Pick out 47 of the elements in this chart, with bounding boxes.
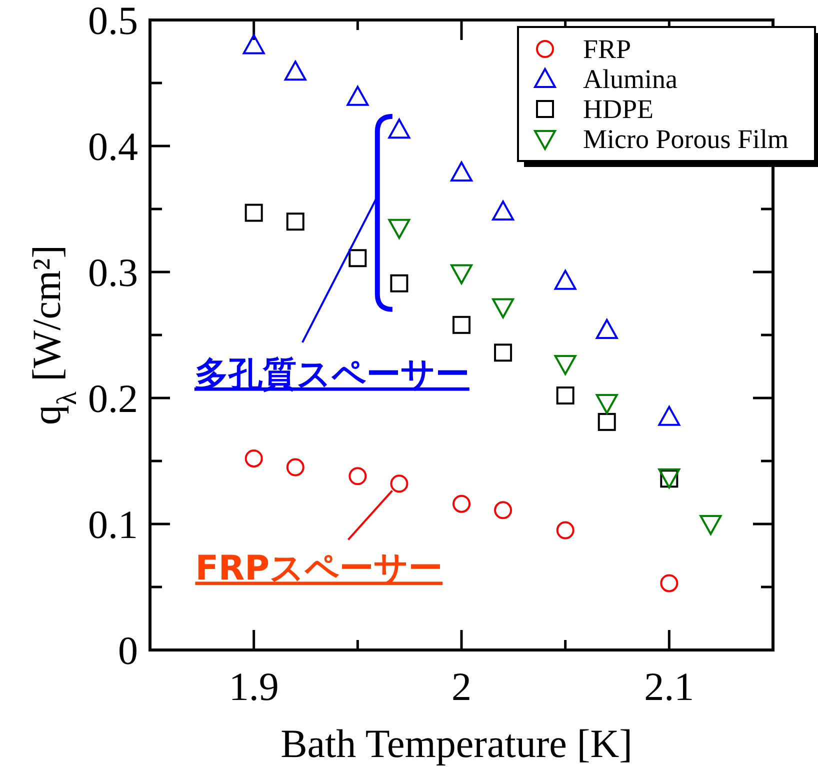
- point: [494, 501, 512, 520]
- y-tick-label: 0.2: [88, 376, 138, 421]
- point: [450, 264, 472, 284]
- legend-label: Alumina: [583, 64, 678, 94]
- point: [452, 494, 470, 513]
- point: [596, 318, 618, 339]
- y-tick-label: 0: [118, 628, 138, 673]
- x-axis-title: Bath Temperature [K]: [280, 721, 632, 766]
- y-tick-label: 0.5: [88, 0, 138, 43]
- point: [390, 274, 408, 292]
- point: [286, 212, 304, 231]
- point: [390, 474, 408, 493]
- point: [284, 60, 306, 81]
- point: [660, 574, 678, 592]
- point: [554, 270, 576, 290]
- point: [388, 118, 410, 139]
- legend-label: FRP: [583, 34, 632, 64]
- point: [494, 344, 512, 362]
- annotation: 多孔質スペーサー: [194, 354, 470, 394]
- x-tick-label: 1.9: [228, 664, 279, 709]
- point: [492, 200, 514, 221]
- y-tick-label: 0.3: [88, 250, 138, 295]
- point: [556, 521, 574, 540]
- y-tick-label: 0.1: [88, 502, 138, 547]
- point: [554, 354, 576, 375]
- point: [388, 218, 410, 239]
- x-tick-label: 2.1: [644, 664, 694, 709]
- point: [286, 458, 304, 476]
- point: [598, 412, 616, 431]
- point: [242, 34, 265, 54]
- x-tick-label: 2: [452, 664, 472, 709]
- point: [556, 386, 574, 404]
- point: [596, 394, 618, 414]
- point: [450, 161, 472, 182]
- legend-label: HDPE: [583, 94, 654, 124]
- point: [244, 204, 263, 222]
- point: [700, 515, 722, 535]
- point: [244, 449, 263, 468]
- y-tick-label: 0.4: [88, 124, 138, 169]
- point: [492, 298, 514, 318]
- annotation: FRPスペーサー: [195, 548, 443, 589]
- point: [348, 467, 367, 486]
- point: [452, 316, 470, 334]
- point: [348, 249, 367, 268]
- point: [346, 86, 369, 106]
- point: [658, 406, 680, 426]
- legend-label: Micro Porous Film: [583, 124, 789, 154]
